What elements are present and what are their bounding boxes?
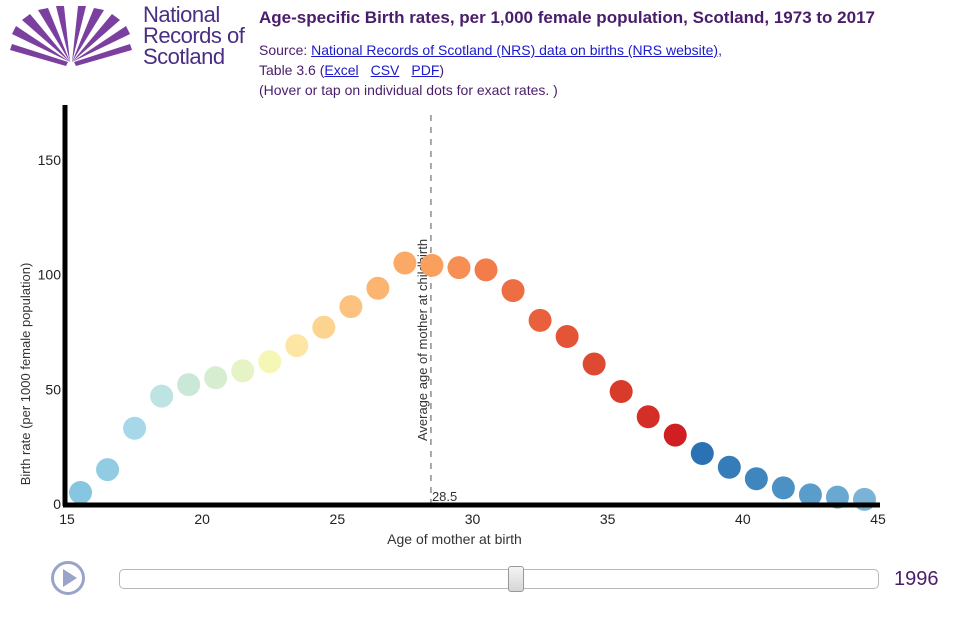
x-tick-label: 25 [330,511,346,527]
table-prefix: Table 3.6 ( [259,62,325,78]
y-tick-label: 0 [53,496,61,512]
x-tick-label: 40 [735,511,751,527]
x-axis-label: Age of mother at birth [387,531,522,547]
logo-wordmark: National Records of Scotland [143,2,245,69]
page-title: Age-specific Birth rates, per 1,000 fema… [259,8,875,27]
x-tick-label: 45 [870,511,886,527]
data-point[interactable] [366,276,390,300]
year-label: 1996 [894,568,939,590]
y-axis-label: Birth rate (per 1000 female population) [18,263,33,486]
data-point[interactable] [717,455,741,479]
pdf-link[interactable]: PDF [411,62,440,78]
x-tick-label: 20 [194,511,210,527]
data-point[interactable] [474,258,498,282]
data-point[interactable] [636,405,660,429]
y-tick-label: 50 [45,381,61,397]
source-line: Source: National Records of Scotland (NR… [259,40,722,60]
table-suffix: ) [439,62,445,78]
play-button[interactable] [50,560,86,596]
data-point[interactable] [177,373,201,397]
data-point[interactable] [663,423,687,447]
data-point[interactable] [393,251,417,275]
source-suffix: , [718,42,722,58]
average-age-label: Average age of mother at childbirth [415,239,430,441]
data-point[interactable] [285,334,309,358]
y-tick-label: 100 [38,267,62,283]
data-point[interactable] [609,380,633,404]
data-points [69,251,876,511]
data-point[interactable] [258,350,282,374]
x-tick-label: 35 [600,511,616,527]
data-point[interactable] [123,416,147,440]
source-block: Source: National Records of Scotland (NR… [259,40,722,100]
data-point[interactable] [339,295,363,319]
data-point[interactable] [447,256,471,280]
data-point[interactable] [312,315,336,339]
source-prefix: Source: [259,42,312,58]
birth-rate-scatter-chart: 0 50 100 150 15 20 25 30 35 40 45 Average age of … [18,105,886,547]
csv-link[interactable]: CSV [370,62,400,78]
nrs-logo[interactable]: National Records of Scotland [8,2,248,70]
data-point[interactable] [528,308,552,332]
average-age-value: 28.5 [432,489,457,504]
data-point[interactable] [420,253,444,277]
data-point[interactable] [582,352,606,376]
data-point[interactable] [204,366,228,390]
data-point[interactable] [798,483,822,507]
play-icon [63,569,77,587]
excel-link[interactable]: Excel [324,62,359,78]
data-point[interactable] [501,279,525,303]
x-axis-ticks: 15 20 25 30 35 40 45 [59,511,886,527]
year-slider[interactable] [119,566,879,592]
data-point[interactable] [96,458,120,482]
data-point[interactable] [69,481,93,505]
data-point[interactable] [555,324,579,348]
book-fan-icon [10,6,132,66]
logo-line-2: Records of [143,23,245,48]
y-axis-ticks: 0 50 100 150 [38,152,62,512]
data-point[interactable] [150,384,174,408]
x-tick-label: 15 [59,511,75,527]
year-slider-thumb[interactable] [507,566,524,592]
x-tick-label: 30 [465,511,481,527]
logo-line-1: National [143,2,220,27]
hint-text: (Hover or tap on individual dots for exa… [259,82,558,98]
y-tick-label: 150 [38,152,62,168]
data-point[interactable] [690,442,714,466]
data-point[interactable] [231,359,255,383]
data-point[interactable] [771,476,795,500]
table-line: Table 3.6 (Excel CSV PDF) [259,60,722,80]
source-link[interactable]: National Records of Scotland (NRS) data … [311,42,719,58]
logo-line-3: Scotland [143,44,225,69]
data-point[interactable] [744,467,768,491]
